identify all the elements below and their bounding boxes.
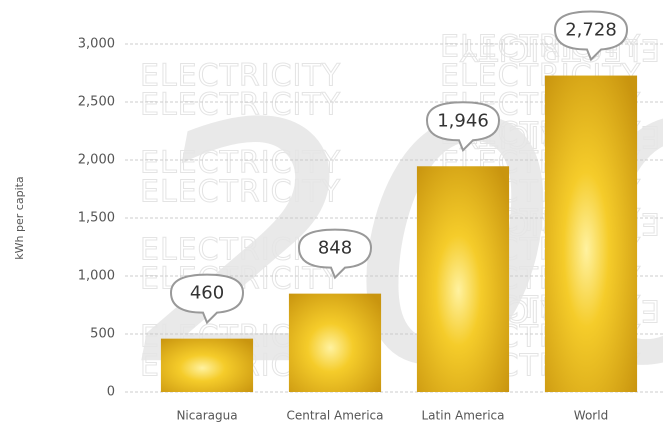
bar [160,338,254,392]
bar [416,166,510,392]
y-tick-label: 1,000 [78,269,115,284]
watermark-text: ELECTRICITY [140,59,341,94]
bar [288,293,382,392]
x-tick-label: World [574,409,608,423]
y-tick-label: 2,500 [78,95,115,110]
watermark-text: ELECTRICITY [140,146,341,181]
x-tick-label: Central America [286,409,383,423]
y-tick-label: 500 [90,327,115,342]
value-label: 848 [318,238,352,259]
callout [425,101,501,153]
callout [297,228,373,280]
y-tick-label: 3,000 [78,37,115,52]
y-axis-title: kWh per capita [13,176,26,259]
bar [544,75,638,392]
watermark-text: ELECTRICITY [140,88,341,123]
value-label: 1,946 [437,110,489,131]
value-label: 2,728 [565,20,617,41]
watermark-text: ELECTRICITY [140,175,341,210]
x-tick-label: Latin America [422,409,505,423]
y-tick-label: 2,000 [78,153,115,168]
y-tick-label: 1,500 [78,211,115,226]
x-tick-label: Nicaragua [176,409,237,423]
y-tick-label: 0 [107,385,115,400]
callout [553,10,629,62]
value-label: 460 [190,283,224,304]
callout [169,273,245,325]
